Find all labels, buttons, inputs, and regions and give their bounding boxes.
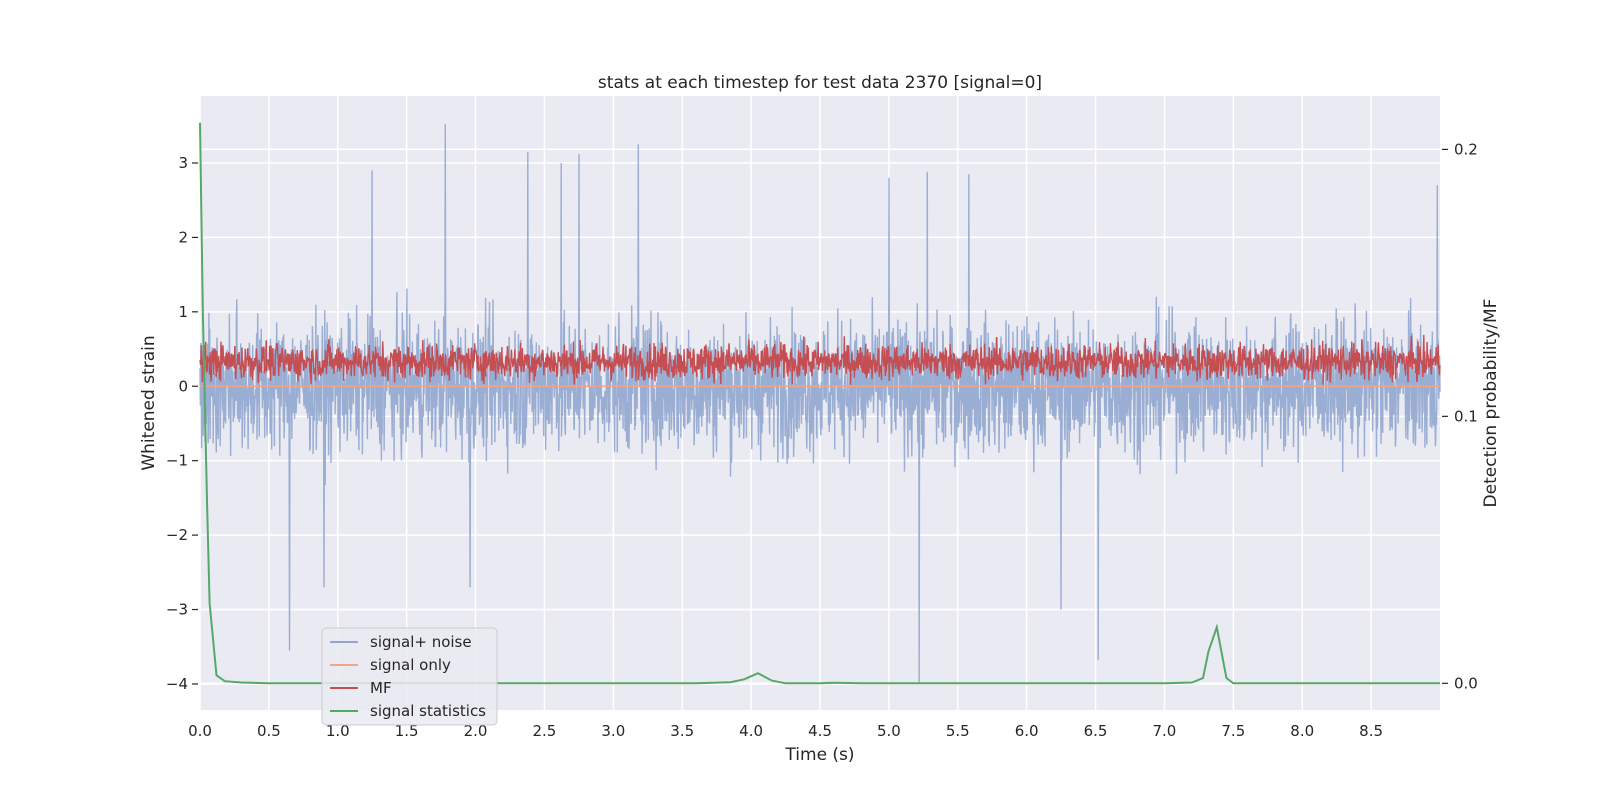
series-line-signal-noise (199, 124, 1441, 685)
x-tick-label: 5.5 (946, 722, 970, 740)
legend-label: signal only (370, 656, 451, 674)
x-tick-label: 1.0 (326, 722, 350, 740)
x-tick-label: 1.5 (395, 722, 419, 740)
x-tick-label: 4.5 (808, 722, 832, 740)
y2-tick-label: 0.1 (1454, 407, 1478, 425)
x-tick-label: 8.0 (1290, 722, 1314, 740)
x-axis-ticks: 0.0 0.5 1.0 1.5 2.0 2.5 3.0 3.5 4.0 4.5 5.0 5.5 6.0 6… (188, 722, 1383, 740)
y-tick-label: −4 (166, 675, 188, 693)
x-tick-label: 7.0 (1153, 722, 1177, 740)
y-tick-label: −2 (166, 526, 188, 544)
y-tick-label: 3 (178, 154, 188, 172)
x-tick-label: 6.5 (1084, 722, 1108, 740)
legend-box (321, 627, 498, 726)
x-tick-label: 4.0 (739, 722, 763, 740)
y-tick-label: 2 (178, 228, 188, 246)
series-layer (199, 122, 1441, 685)
y-axis-label: Whitened strain (139, 335, 159, 470)
y-axis-ticks: −4 −3 −2 −1 0 1 2 3 (166, 154, 198, 693)
x-tick-label: 3.5 (670, 722, 694, 740)
series-line-signal-statistics (199, 122, 1440, 685)
y-tick-label: −3 (166, 601, 188, 619)
x-tick-label: 2.0 (464, 722, 488, 740)
x-tick-label: 6.0 (1015, 722, 1039, 740)
x-tick-label: 8.5 (1359, 722, 1383, 740)
x-tick-label: 7.5 (1221, 722, 1245, 740)
x-tick-label: 3.0 (601, 722, 625, 740)
legend-label: MF (370, 679, 392, 697)
x-tick-label: 2.5 (533, 722, 557, 740)
x-tick-label: 0.0 (188, 722, 212, 740)
legend-label: signal+ noise (370, 633, 472, 651)
series-line-mf (199, 334, 1441, 385)
x-tick-label: 0.5 (257, 722, 281, 740)
y-tick-label: 0 (178, 377, 188, 395)
x-axis-label: Time (s) (784, 745, 854, 765)
legend-label: signal statistics (370, 702, 486, 720)
y2-tick-label: 0.2 (1454, 140, 1478, 158)
y-tick-label: −1 (166, 452, 188, 470)
y-tick-label: 1 (178, 303, 188, 321)
y2-axis-label: Detection probability/MF (1481, 299, 1501, 508)
chart-title: stats at each timestep for test data 237… (598, 73, 1042, 93)
y2-axis-ticks: 0.0 0.1 0.2 (1442, 140, 1478, 692)
y2-tick-label: 0.0 (1454, 674, 1478, 692)
legend: signal+ noise signal only MF signal statist… (321, 627, 498, 726)
x-tick-label: 5.0 (877, 722, 901, 740)
